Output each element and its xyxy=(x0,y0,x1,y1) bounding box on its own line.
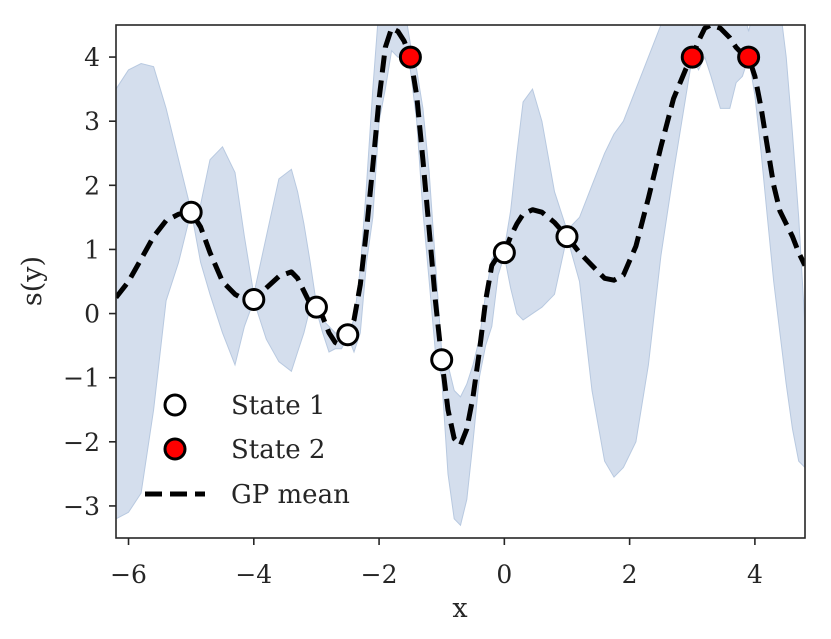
y-tick-label: 4 xyxy=(84,43,100,72)
plot-frame xyxy=(115,24,806,539)
legend-state2-label: State 2 xyxy=(231,435,325,465)
state2-point xyxy=(680,45,704,69)
y-tick-label: 2 xyxy=(84,171,100,200)
state2-point xyxy=(398,45,422,69)
x-tick-label: 2 xyxy=(622,560,638,589)
x-tick-label: 4 xyxy=(747,560,763,589)
state1-point xyxy=(304,295,328,319)
x-axis-label: x xyxy=(452,593,467,624)
y-tick-label: 3 xyxy=(84,107,100,136)
y-tick-label: −1 xyxy=(63,364,100,393)
legend: State 1 State 2 GP mean xyxy=(145,391,350,510)
y-tick-label: −3 xyxy=(63,492,100,521)
y-tick-label: −2 xyxy=(63,428,100,457)
state2-point xyxy=(737,45,761,69)
state1-point xyxy=(179,200,203,224)
x-tick-label: −6 xyxy=(110,560,147,589)
state1-point xyxy=(242,287,266,311)
state1-point xyxy=(430,348,454,372)
legend-state1-label: State 1 xyxy=(231,391,325,421)
y-tick-label: 1 xyxy=(84,235,100,264)
x-tick-label: −2 xyxy=(361,560,398,589)
uncertainty-band xyxy=(116,25,805,527)
legend-state1-marker xyxy=(163,393,187,417)
y-axis-label: s(y) xyxy=(17,256,48,306)
x-tick-label: 0 xyxy=(496,560,512,589)
state1-point xyxy=(336,323,360,347)
x-tick-label: −4 xyxy=(235,560,272,589)
band-layer xyxy=(116,25,805,527)
y-axis: −3 −2 −1 0 1 2 3 4 xyxy=(63,43,116,521)
state1-point xyxy=(555,225,579,249)
legend-state2-marker xyxy=(163,437,187,461)
legend-gp-mean-label: GP mean xyxy=(231,480,350,510)
marker-layer xyxy=(179,45,761,372)
state1-point xyxy=(492,241,516,265)
x-axis: −6 −4 −2 0 2 4 xyxy=(110,538,763,589)
y-tick-label: 0 xyxy=(84,300,100,329)
